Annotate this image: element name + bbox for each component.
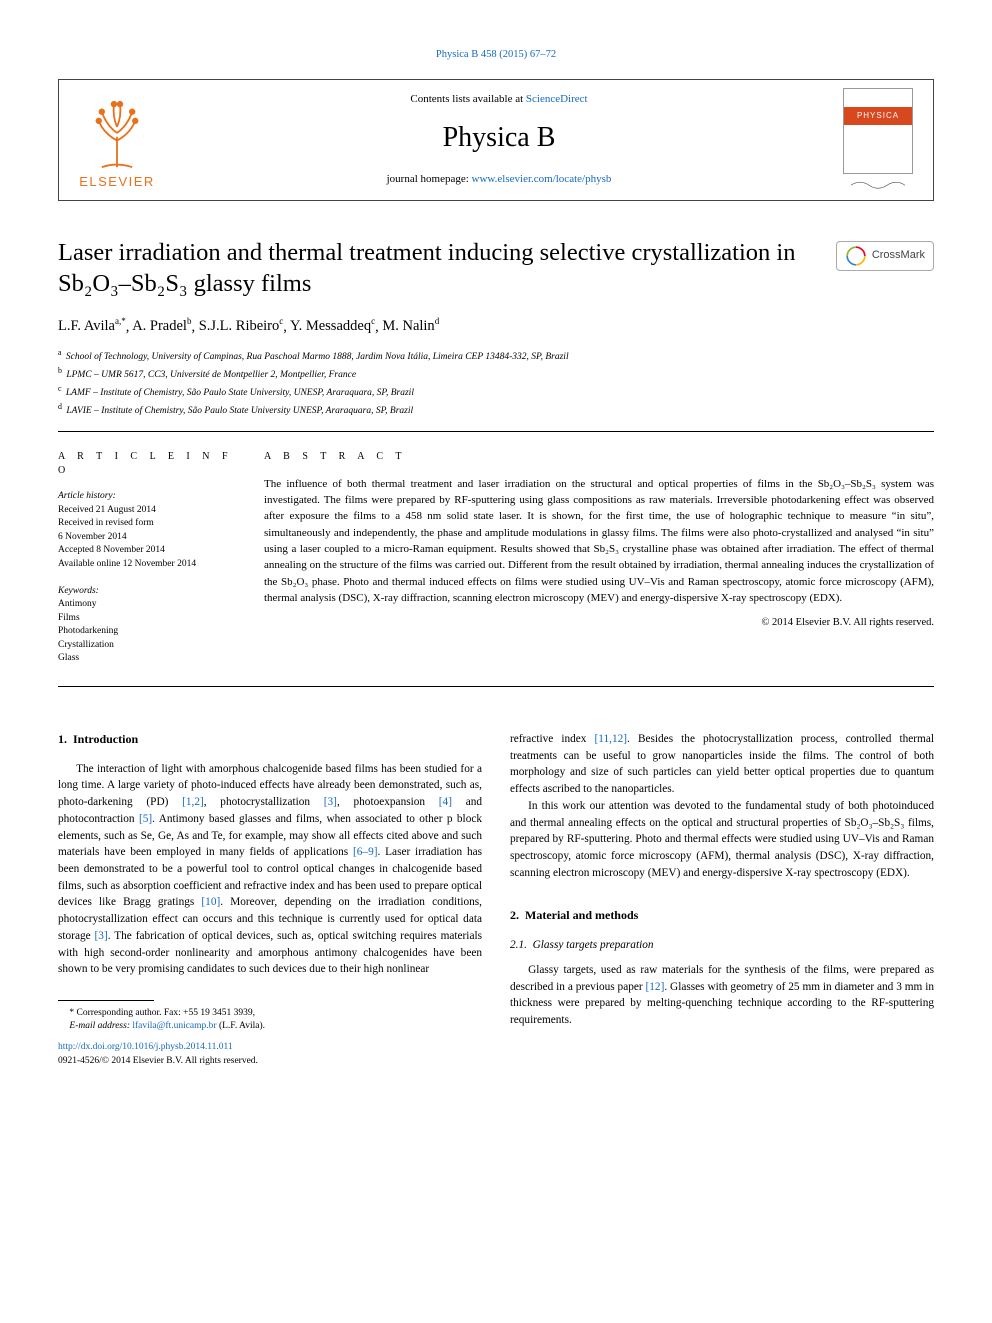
author: L.F. Avilaa,* [58,318,126,334]
abstract: A B S T R A C T The influence of both th… [264,450,934,666]
history-line: Received 21 August 2014 [58,504,236,517]
issn-line: 0921-4526/© 2014 Elsevier B.V. All right… [58,1054,482,1068]
article-title: Laser irradiation and thermal treatment … [58,237,822,300]
ref-link[interactable]: [6–9] [353,846,377,858]
affiliation: a School of Technology, University of Ca… [58,347,934,365]
para-1: The interaction of light with amorphous … [58,761,482,978]
cover-thumbnail: PHYSICA [843,88,913,174]
section-heading-2: 2. Material and methods [510,907,934,925]
crossmark-label: CrossMark [872,248,925,264]
email-link[interactable]: lfavila@ft.unicamp.br [132,1021,216,1031]
section-heading-21: 2.1. Glassy targets preparation [510,937,934,954]
sciencedirect-link[interactable]: ScienceDirect [526,93,588,105]
keywords: AntimonyFilmsPhotodarkeningCrystallizati… [58,598,236,665]
ref-link[interactable]: [12] [646,981,665,993]
corresponding-author: * Corresponding author. Fax: +55 19 3451… [58,1007,482,1020]
abstract-heading: A B S T R A C T [264,450,934,464]
doi-link[interactable]: http://dx.doi.org/10.1016/j.physb.2014.1… [58,1042,233,1052]
elsevier-logo: ELSEVIER [69,88,165,192]
journal-header: ELSEVIER Contents lists available at Sci… [58,79,934,201]
ref-link[interactable]: [5] [139,813,152,825]
ref-link[interactable]: [11,12] [595,733,628,745]
history-line: 6 November 2014 [58,531,236,544]
keyword: Antimony [58,598,236,611]
article-info: A R T I C L E I N F O Article history: R… [58,450,236,666]
keyword: Films [58,612,236,625]
ref-link[interactable]: [10] [201,896,220,908]
author-list: L.F. Avilaa,*, A. Pradelb, S.J.L. Ribeir… [58,316,934,337]
affiliation: b LPMC – UMR 5617, CC3, Université de Mo… [58,365,934,383]
ref-link[interactable]: [3] [95,930,108,942]
author: Y. Messaddeqc [290,318,375,334]
keyword: Photodarkening [58,625,236,638]
elsevier-tree-icon [79,95,155,171]
cover-sig-icon [848,178,908,190]
history-line: Available online 12 November 2014 [58,558,236,571]
abstract-text: The influence of both thermal treatment … [264,476,934,606]
para-2: refractive index [11,12]. Besides the ph… [510,731,934,798]
keywords-heading: Keywords: [58,585,236,598]
contents-line: Contents lists available at ScienceDirec… [165,92,833,108]
history-line: Accepted 8 November 2014 [58,544,236,557]
crossmark-icon [845,245,867,267]
abstract-copyright: © 2014 Elsevier B.V. All rights reserved… [264,616,934,631]
affiliation: c LAMF – Institute of Chemistry, São Pau… [58,383,934,401]
keyword: Crystallization [58,639,236,652]
author: M. Nalind [382,318,439,334]
elsevier-wordmark: ELSEVIER [79,173,155,191]
history-heading: Article history: [58,490,236,503]
affiliations: a School of Technology, University of Ca… [58,347,934,432]
affiliation: d LAVIE – Institute of Chemistry, São Pa… [58,401,934,419]
ref-link[interactable]: [1,2] [182,796,204,808]
email-line: E-mail address: lfavila@ft.unicamp.br (L… [58,1020,482,1033]
para-3: In this work our attention was devoted t… [510,798,934,882]
author: A. Pradelb [132,318,191,334]
homepage-line: journal homepage: www.elsevier.com/locat… [165,172,833,188]
article-info-heading: A R T I C L E I N F O [58,450,236,478]
ref-link[interactable]: [4] [439,796,452,808]
footnote-separator [58,1000,154,1001]
journal-title: Physica B [165,118,833,158]
journal-cover: PHYSICA [833,88,923,192]
crossmark-badge[interactable]: CrossMark [836,241,934,271]
article-body: 1. Introduction The interaction of light… [58,727,934,1068]
para-4: Glassy targets, used as raw materials fo… [510,962,934,1029]
journal-homepage-link[interactable]: www.elsevier.com/locate/physb [472,173,612,185]
ref-link[interactable]: [3] [324,796,337,808]
history-lines: Received 21 August 2014Received in revis… [58,504,236,571]
citation-line: Physica B 458 (2015) 67–72 [58,48,934,63]
section-heading-1: 1. Introduction [58,731,482,749]
citation-link[interactable]: Physica B 458 (2015) 67–72 [436,49,556,60]
keyword: Glass [58,652,236,665]
author: S.J.L. Ribeiroc [199,318,284,334]
history-line: Received in revised form [58,517,236,530]
